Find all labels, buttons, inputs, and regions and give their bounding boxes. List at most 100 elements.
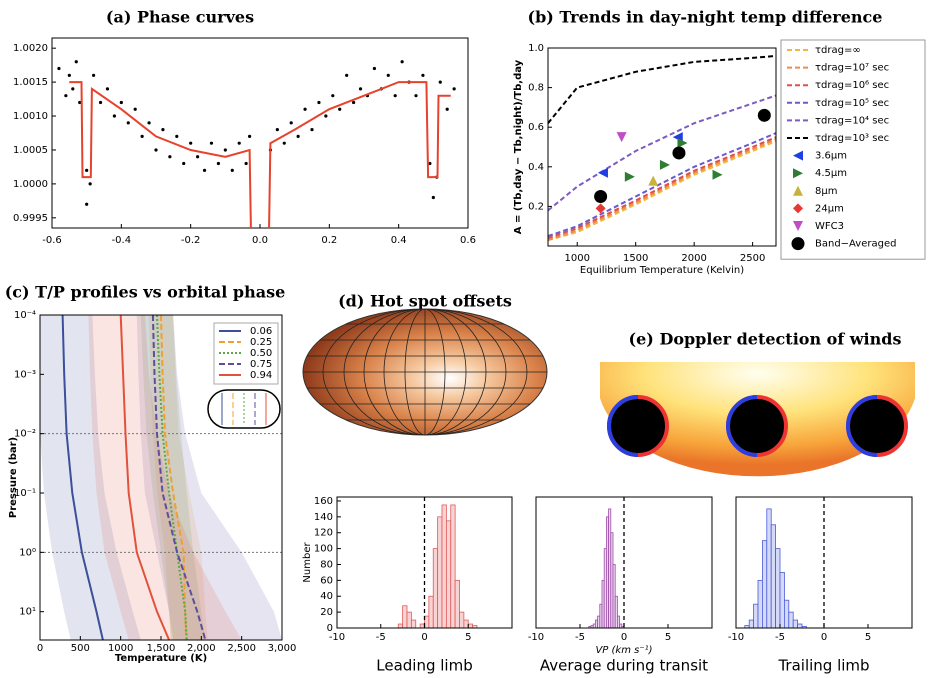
y-tick-label: 0.9995 xyxy=(13,213,48,224)
legend-label: Band−Averaged xyxy=(815,239,896,250)
x-tick-label: -10 xyxy=(329,632,345,643)
plot-frame xyxy=(51,37,469,229)
marker xyxy=(624,171,635,182)
model-curve xyxy=(548,140,776,242)
marker xyxy=(659,159,670,170)
x-tick-label: 0 xyxy=(621,632,627,643)
data-point xyxy=(112,114,116,118)
histogram-bar xyxy=(766,508,772,629)
histogram-bar xyxy=(775,548,781,629)
histogram-bar xyxy=(788,611,794,629)
y-tick-label: 0.4 xyxy=(528,162,544,173)
x-tick-label: 5 xyxy=(865,632,871,643)
x-tick-label: 0 xyxy=(821,632,827,643)
panel-title: (d) Hot spot offsets xyxy=(338,292,512,311)
data-point xyxy=(147,121,151,125)
uncertainty-band xyxy=(88,315,242,640)
y-tick-label: 20 xyxy=(320,607,333,618)
marker xyxy=(757,108,771,122)
x-tick-label: -0.2 xyxy=(181,235,201,246)
legend-label: 24μm xyxy=(815,203,844,214)
legend-label: τdrag=10⁶ sec xyxy=(815,80,889,91)
x-tick-label: 2,500 xyxy=(227,643,256,654)
legend-swatch xyxy=(793,168,803,179)
legend-label: τdrag=10³ sec xyxy=(815,133,889,144)
marker xyxy=(616,132,627,143)
data-point xyxy=(289,121,293,125)
y-tick-label: 0.8 xyxy=(528,83,544,94)
data-point xyxy=(88,182,92,186)
data-point xyxy=(154,148,158,152)
y-tick-label: 0.6 xyxy=(528,122,544,133)
legend-label: 0.50 xyxy=(250,348,272,359)
data-point xyxy=(393,94,397,98)
histogram-bar xyxy=(450,504,456,629)
data-point xyxy=(168,155,172,159)
y-tick-label: 1.0 xyxy=(528,43,544,54)
x-tick-label: -0.4 xyxy=(112,235,132,246)
y-tick-label: 1.0020 xyxy=(13,43,48,54)
profile-line xyxy=(151,315,207,640)
x-tick-label: -5 xyxy=(575,632,585,643)
data-point xyxy=(196,155,200,159)
marker xyxy=(648,175,659,186)
chart-title: (b) Trends in day-night temp difference xyxy=(528,8,883,27)
x-tick-label: 5 xyxy=(465,632,471,643)
y-tick-label: 1.0010 xyxy=(13,111,48,122)
x-tick-label: 500 xyxy=(71,643,90,654)
data-point xyxy=(202,168,207,172)
uncertainty-band xyxy=(140,315,206,640)
data-point xyxy=(189,141,193,145)
y-tick-label: 1.0015 xyxy=(13,77,48,88)
marker xyxy=(594,190,608,203)
panel-title: (e) Doppler detection of winds xyxy=(629,330,902,349)
data-point xyxy=(452,87,456,91)
legend-swatch xyxy=(793,221,803,231)
data-point xyxy=(296,134,300,138)
data-point xyxy=(248,134,252,138)
histogram-bar xyxy=(454,579,460,629)
y-tick-label: 0.2 xyxy=(528,201,544,212)
phase-icon xyxy=(207,389,281,429)
y-tick-label: 1.0005 xyxy=(13,145,48,156)
model-curve xyxy=(548,138,776,242)
legend-swatch xyxy=(793,150,803,161)
legend-swatch xyxy=(793,203,803,214)
data-point xyxy=(71,87,75,91)
chart-title: (c) T/P profiles vs orbital phase xyxy=(5,283,286,302)
x-tick-label: 0 xyxy=(421,632,427,643)
histogram-bar xyxy=(410,619,417,629)
y-tick-label: 40 xyxy=(320,591,333,602)
histogram-bar xyxy=(753,603,759,629)
histogram-bar xyxy=(402,605,408,629)
plot-frame xyxy=(547,47,777,247)
x-axis-label: VP (km s⁻¹) xyxy=(595,645,652,656)
histogram-bar xyxy=(445,520,452,629)
y-tick-label: 1.0000 xyxy=(13,179,48,190)
data-point xyxy=(324,114,328,118)
histogram-bar xyxy=(459,611,465,629)
y-axis-label: Number xyxy=(302,542,313,583)
hot-spot-map xyxy=(302,308,548,436)
model-line xyxy=(69,81,451,228)
data-point xyxy=(119,100,123,105)
data-point xyxy=(331,94,335,98)
x-tick-label: 1000 xyxy=(565,253,590,264)
data-point xyxy=(85,168,89,172)
histogram-bar xyxy=(428,595,434,629)
y-tick-label: 10⁻³ xyxy=(14,369,36,380)
x-tick-label: 2500 xyxy=(740,253,765,264)
data-point xyxy=(223,148,227,152)
data-point xyxy=(161,128,165,132)
histogram-bar xyxy=(762,540,768,629)
model-curve xyxy=(548,54,776,124)
data-point xyxy=(414,94,418,98)
histogram-bar xyxy=(467,623,474,629)
model-curve xyxy=(548,94,776,212)
histogram-bar xyxy=(441,504,447,629)
data-point xyxy=(209,141,214,145)
marker xyxy=(597,167,608,178)
profile-line xyxy=(119,315,171,640)
x-tick-label: 0.6 xyxy=(460,235,476,246)
